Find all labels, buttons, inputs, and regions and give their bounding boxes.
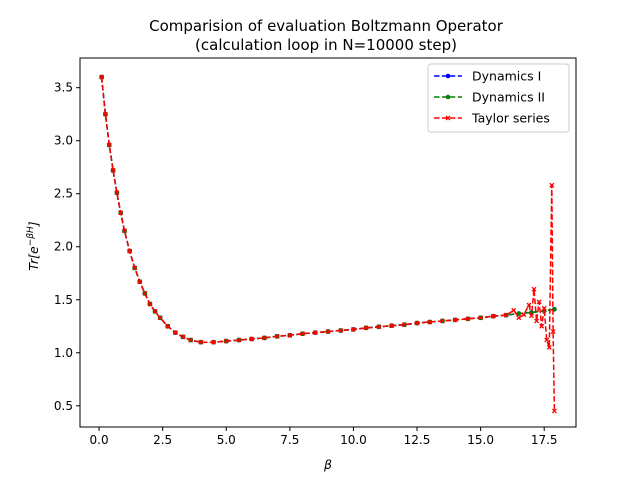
data-point-taylor-series	[137, 279, 143, 285]
legend: Dynamics I Dynamics II Taylor series	[427, 63, 570, 133]
y-tick-label: 2.0	[54, 240, 73, 254]
data-point-taylor-series	[427, 319, 433, 325]
data-point-taylor-series	[516, 315, 522, 321]
x-tick-label: 10.0	[340, 433, 367, 447]
series-group	[99, 74, 557, 414]
data-point-taylor-series	[118, 210, 124, 216]
data-point-taylor-series	[114, 190, 120, 196]
legend-label-dynamics-ii: Dynamics II	[472, 90, 545, 105]
data-point-taylor-series	[152, 308, 158, 314]
y-tick-label: 2.5	[54, 187, 73, 201]
x-tick-label: 12.5	[404, 433, 431, 447]
plot-frame	[79, 57, 577, 428]
x-tick-label: 5.0	[217, 433, 236, 447]
data-point-taylor-series	[511, 307, 517, 313]
data-point-taylor-series	[478, 315, 484, 321]
data-point-taylor-series	[401, 322, 407, 328]
data-point-taylor-series	[300, 331, 306, 337]
data-point-taylor-series	[261, 335, 267, 341]
y-tick-label: 1.5	[54, 293, 73, 307]
y-axis: 0.5 1.0 1.5 2.0 2.5 3.0 3.5	[54, 81, 80, 413]
x-axis-label: β	[323, 457, 332, 472]
data-point-taylor-series	[363, 325, 369, 331]
data-point-taylor-series	[236, 337, 242, 343]
data-point-taylor-series	[157, 315, 163, 321]
legend-marker-taylor-series	[445, 115, 451, 121]
data-point-taylor-series	[465, 316, 471, 322]
x-axis: 0.0 2.5 5.0 7.5 10.0 12.5 15.0 17.5	[90, 427, 558, 447]
data-point-taylor-series	[526, 302, 532, 308]
data-point-taylor-series	[110, 167, 116, 173]
y-tick-label: 3.5	[54, 81, 73, 95]
legend-marker-dynamics-ii	[445, 94, 451, 100]
x-tick-label: 2.5	[153, 433, 172, 447]
data-point-taylor-series	[549, 182, 555, 188]
data-point-dynamics-ii	[516, 311, 522, 316]
data-point-taylor-series	[287, 332, 293, 338]
data-point-taylor-series	[249, 336, 255, 342]
data-point-taylor-series	[122, 228, 127, 234]
data-point-taylor-series	[414, 320, 420, 326]
x-tick-label: 7.5	[280, 433, 299, 447]
y-axis-label: Tr[e−βH]	[26, 221, 41, 270]
data-point-taylor-series	[172, 330, 178, 336]
data-point-taylor-series	[531, 286, 537, 292]
data-point-taylor-series	[106, 142, 112, 148]
data-point-taylor-series	[312, 330, 318, 336]
data-point-taylor-series	[132, 265, 138, 271]
data-point-taylor-series	[102, 111, 108, 117]
data-point-taylor-series	[550, 329, 556, 335]
data-point-taylor-series	[376, 324, 382, 330]
data-point-taylor-series	[223, 338, 229, 344]
data-point-taylor-series	[180, 334, 186, 340]
data-point-taylor-series	[165, 323, 171, 329]
data-point-taylor-series	[274, 333, 280, 339]
legend-marker-dynamics-i	[445, 73, 451, 79]
legend-label-dynamics-i: Dynamics I	[472, 69, 541, 84]
legend-label-taylor-series: Taylor series	[471, 111, 550, 126]
data-point-taylor-series	[503, 312, 509, 318]
data-point-taylor-series	[127, 248, 133, 254]
data-point-taylor-series	[198, 339, 204, 345]
x-tick-label: 15.0	[467, 433, 494, 447]
data-point-taylor-series	[211, 339, 216, 345]
data-point-taylor-series	[534, 318, 540, 324]
data-point-taylor-series	[544, 337, 550, 343]
data-point-taylor-series	[539, 323, 545, 329]
data-point-taylor-series	[142, 290, 148, 296]
data-point-taylor-series	[99, 74, 105, 80]
data-point-taylor-series	[325, 329, 331, 335]
data-point-taylor-series	[551, 408, 557, 414]
data-point-taylor-series	[188, 337, 194, 343]
data-point-taylor-series	[490, 313, 496, 319]
x-tick-label: 17.5	[531, 433, 558, 447]
data-point-taylor-series	[338, 328, 344, 333]
plot-area	[79, 57, 577, 428]
data-point-taylor-series	[452, 317, 458, 323]
data-point-taylor-series	[147, 301, 153, 307]
data-point-taylor-series	[536, 299, 542, 305]
data-point-taylor-series	[541, 305, 547, 311]
data-point-taylor-series	[440, 318, 445, 324]
data-point-taylor-series	[546, 345, 552, 350]
y-axis-label-exponent: −βH	[26, 226, 36, 246]
data-point-taylor-series	[521, 312, 527, 318]
y-tick-label: 3.0	[54, 134, 73, 148]
y-tick-label: 0.5	[54, 399, 73, 413]
x-tick-label: 0.0	[90, 433, 109, 447]
chart-subtitle: (calculation loop in N=10000 step)	[195, 36, 457, 54]
chart-title: Comparision of evaluation Boltzmann Oper…	[149, 17, 504, 35]
data-point-taylor-series	[529, 313, 534, 319]
legend-box	[427, 63, 570, 133]
data-point-taylor-series	[350, 326, 356, 332]
series-line-taylor-series	[100, 77, 556, 412]
y-tick-label: 1.0	[54, 346, 73, 360]
data-point-taylor-series	[389, 323, 395, 329]
